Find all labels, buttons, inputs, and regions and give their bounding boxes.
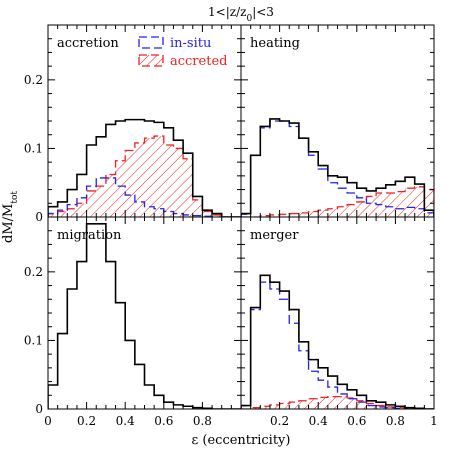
accreted-bar xyxy=(337,396,348,409)
accreted-bar xyxy=(212,214,222,217)
x-tick-label: 0.4 xyxy=(116,414,135,428)
accreted-bar xyxy=(183,158,193,217)
panel-data xyxy=(241,118,434,217)
accreted-bar xyxy=(279,214,290,217)
accreted-bar xyxy=(260,406,270,409)
panel-heating: heating xyxy=(240,24,435,218)
y-tick-label: 0 xyxy=(35,210,43,224)
accreted-bar xyxy=(347,204,357,217)
legend-insitu-label: in-situ xyxy=(170,36,211,51)
accreted-bar xyxy=(163,145,174,217)
accreted-bar xyxy=(202,211,213,217)
accreted-bar xyxy=(86,190,97,217)
accreted-bar xyxy=(347,398,357,409)
panel-data xyxy=(48,223,241,409)
accreted-bar xyxy=(395,191,406,217)
accreted-bar xyxy=(260,215,270,217)
accreted-bar xyxy=(115,160,126,217)
total-histogram xyxy=(241,274,434,409)
y-tick-label: 0 xyxy=(35,402,43,416)
legend-accreted-label: accreted xyxy=(170,54,227,69)
legend-accreted-swatch xyxy=(138,54,164,67)
panel-migration: migration 0 0.1 0.2 0 0.2 0.4 0.6 0.8 xyxy=(24,216,242,428)
accreted-bar xyxy=(414,186,425,217)
accreted-bar xyxy=(308,398,319,409)
y-axis-label: dM/Mtot xyxy=(1,191,20,243)
y-tick-label: 0.2 xyxy=(24,265,43,279)
y-tick-label: 0.1 xyxy=(24,141,43,155)
x-tick-label: 0.2 xyxy=(270,414,289,428)
legend-insitu-swatch xyxy=(138,36,164,49)
x-tick-label: 0.2 xyxy=(77,414,96,428)
accreted-bar xyxy=(289,402,299,409)
accreted-bar xyxy=(67,208,77,217)
accreted-bar xyxy=(405,188,415,217)
panel-title: merger xyxy=(250,228,299,243)
accreted-bar xyxy=(327,396,338,409)
accreted-bar xyxy=(269,404,280,409)
accreted-bar xyxy=(144,138,155,217)
y-tick-label: 0.2 xyxy=(24,73,43,87)
panel-title: accretion xyxy=(57,36,119,51)
accreted-bar xyxy=(134,142,145,217)
accreted-bar xyxy=(57,211,68,217)
total-histogram xyxy=(241,118,434,217)
accreted-bar xyxy=(385,193,396,217)
panel-title: migration xyxy=(57,228,122,243)
accreted-bar xyxy=(250,407,261,409)
panel-data xyxy=(48,118,241,217)
x-tick-label: 0.8 xyxy=(193,414,212,428)
accreted-bar xyxy=(356,400,367,409)
accreted-bar xyxy=(356,201,367,217)
insitu-histogram xyxy=(48,177,241,217)
accreted-bar xyxy=(76,203,87,217)
panel-title: heating xyxy=(250,36,300,51)
y-tick-label: 0.1 xyxy=(24,333,43,347)
x-tick-label: 0.6 xyxy=(347,414,366,428)
accreted-bar xyxy=(318,397,328,409)
accreted-bar xyxy=(96,186,106,217)
x-tick-label: 0.4 xyxy=(309,414,328,428)
accreted-bar xyxy=(385,406,396,409)
panel-data xyxy=(241,274,434,409)
x-tick-label: 0.8 xyxy=(386,414,405,428)
legend: in-situ accreted xyxy=(138,36,227,69)
total-histogram xyxy=(48,223,241,409)
x-tick-label: 1 xyxy=(430,414,438,428)
accreted-bar xyxy=(298,400,309,409)
accreted-bar xyxy=(105,174,116,217)
panel-accretion: accretion 0 0.1 0.2 xyxy=(24,24,242,224)
accreted-bar xyxy=(48,213,58,217)
accreted-bar xyxy=(366,403,377,409)
accreted-bar xyxy=(125,150,135,217)
accreted-bar xyxy=(269,214,280,217)
accreted-bar xyxy=(395,407,406,409)
panel-merger: merger 0.2 0.4 0.6 0.8 1 xyxy=(240,216,438,428)
accreted-bar xyxy=(154,136,164,217)
accreted-bar xyxy=(279,403,290,409)
x-axis-label: ε (eccentricity) xyxy=(192,433,291,448)
accreted-bar xyxy=(424,189,434,217)
figure-title: 1<|z/z0|<3 xyxy=(208,5,274,24)
accreted-bar xyxy=(318,210,328,217)
insitu-histogram xyxy=(241,281,434,409)
x-tick-label: 0.6 xyxy=(154,414,173,428)
accreted-bar xyxy=(308,211,319,217)
total-histogram xyxy=(48,118,241,217)
accreted-bar xyxy=(173,148,184,217)
panels: accretion 0 0.1 0.2 heating migration 0 0.1 0.2 0… xyxy=(24,24,438,428)
accreted-bar xyxy=(337,206,348,217)
accreted-bar xyxy=(366,196,377,217)
accreted-bar xyxy=(192,199,203,217)
accreted-bar xyxy=(327,208,338,217)
accreted-bar xyxy=(289,213,299,217)
x-tick-label: 0 xyxy=(44,414,52,428)
accreted-bar xyxy=(298,212,309,217)
